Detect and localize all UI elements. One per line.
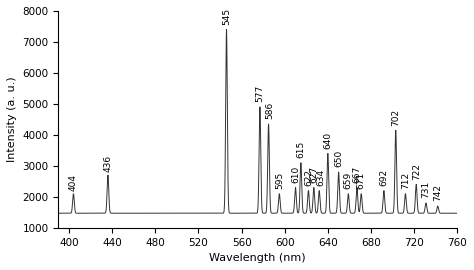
- Text: 627: 627: [310, 166, 319, 183]
- Text: 702: 702: [391, 109, 400, 126]
- Text: 692: 692: [379, 169, 388, 186]
- Text: 586: 586: [265, 102, 274, 119]
- Text: 545: 545: [222, 8, 231, 25]
- Text: 610: 610: [291, 166, 300, 183]
- Text: 436: 436: [103, 155, 112, 172]
- Text: 712: 712: [401, 172, 410, 189]
- Text: 595: 595: [275, 172, 284, 189]
- Text: 577: 577: [255, 85, 264, 102]
- X-axis label: Wavelength (nm): Wavelength (nm): [210, 253, 306, 263]
- Text: 731: 731: [421, 181, 430, 198]
- Text: 650: 650: [334, 150, 343, 167]
- Text: 671: 671: [357, 172, 366, 189]
- Text: 722: 722: [412, 163, 421, 180]
- Text: 742: 742: [433, 184, 442, 201]
- Text: 622: 622: [304, 169, 313, 186]
- Text: 634: 634: [317, 169, 326, 186]
- Text: 659: 659: [344, 172, 353, 189]
- Text: 404: 404: [69, 174, 78, 191]
- Y-axis label: Intensity (a. u.): Intensity (a. u.): [7, 77, 17, 162]
- Text: 667: 667: [353, 166, 362, 183]
- Text: 640: 640: [323, 132, 332, 149]
- Text: 615: 615: [296, 141, 305, 158]
